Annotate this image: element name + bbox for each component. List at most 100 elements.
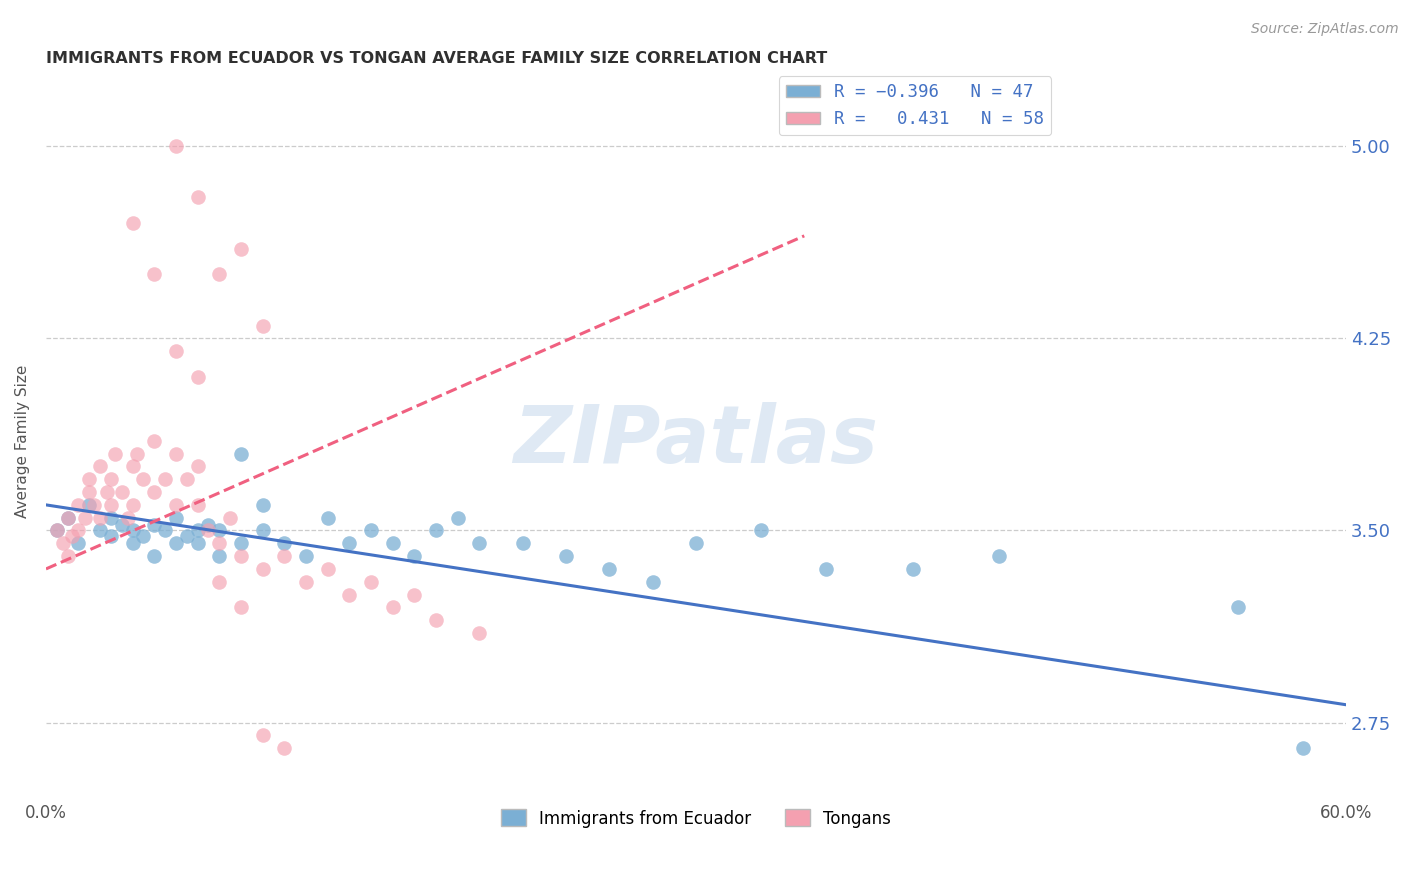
Point [187,459,209,474]
Point [89,524,111,538]
Point [100,510,122,524]
Point [187,536,209,550]
Point [117,510,139,524]
Point [100,528,122,542]
Point [121,498,143,512]
Point [229,549,252,563]
Point [197,518,219,533]
Point [425,524,447,538]
Point [219,510,242,524]
Text: ZIPatlas: ZIPatlas [513,401,879,480]
Point [83,498,105,512]
Point [111,518,134,533]
Point [165,447,187,461]
Point [100,472,122,486]
Point [79,498,101,512]
Point [360,524,382,538]
Point [187,498,209,512]
Point [176,528,198,542]
Point [153,524,176,538]
Point [165,139,187,153]
Point [56,549,79,563]
Point [555,549,578,563]
Point [176,472,198,486]
Point [252,524,274,538]
Point [165,344,187,359]
Point [814,562,837,576]
Point [121,459,143,474]
Point [67,498,90,512]
Point [446,510,468,524]
Point [89,459,111,474]
Point [273,741,295,756]
Text: IMMIGRANTS FROM ECUADOR VS TONGAN AVERAGE FAMILY SIZE CORRELATION CHART: IMMIGRANTS FROM ECUADOR VS TONGAN AVERAG… [46,51,827,66]
Point [187,369,209,384]
Point [512,536,534,550]
Point [685,536,707,550]
Point [425,613,447,627]
Point [96,485,118,500]
Point [381,536,404,550]
Point [143,434,166,448]
Point [165,498,187,512]
Point [988,549,1011,563]
Point [208,549,231,563]
Point [187,524,209,538]
Point [56,510,79,524]
Point [252,498,274,512]
Point [56,510,79,524]
Legend: Immigrants from Ecuador, Tongans: Immigrants from Ecuador, Tongans [495,803,897,834]
Text: Source: ZipAtlas.com: Source: ZipAtlas.com [1251,22,1399,37]
Point [295,549,318,563]
Point [153,472,176,486]
Point [252,318,274,333]
Point [165,510,187,524]
Point [381,600,404,615]
Point [67,536,90,550]
Point [121,536,143,550]
Point [165,536,187,550]
Point [143,485,166,500]
Point [229,536,252,550]
Point [73,510,96,524]
Point [229,242,252,256]
Point [67,524,90,538]
Point [125,447,148,461]
Point [132,528,155,542]
Point [1226,600,1249,615]
Point [598,562,620,576]
Point [52,536,75,550]
Point [45,524,67,538]
Point [60,528,83,542]
Point [197,524,219,538]
Point [79,472,101,486]
Point [468,626,491,640]
Point [252,562,274,576]
Point [749,524,772,538]
Point [273,549,295,563]
Point [360,574,382,589]
Point [132,472,155,486]
Point [79,485,101,500]
Point [273,536,295,550]
Point [229,600,252,615]
Point [404,549,426,563]
Point [143,518,166,533]
Point [316,562,339,576]
Point [316,510,339,524]
Point [208,574,231,589]
Point [641,574,664,589]
Point [208,524,231,538]
Point [337,536,360,550]
Point [252,729,274,743]
Point [143,267,166,281]
Point [45,524,67,538]
Point [208,267,231,281]
Point [404,588,426,602]
Y-axis label: Average Family Size: Average Family Size [15,364,30,517]
Point [295,574,318,589]
Point [337,588,360,602]
Point [111,485,134,500]
Point [208,536,231,550]
Point [901,562,924,576]
